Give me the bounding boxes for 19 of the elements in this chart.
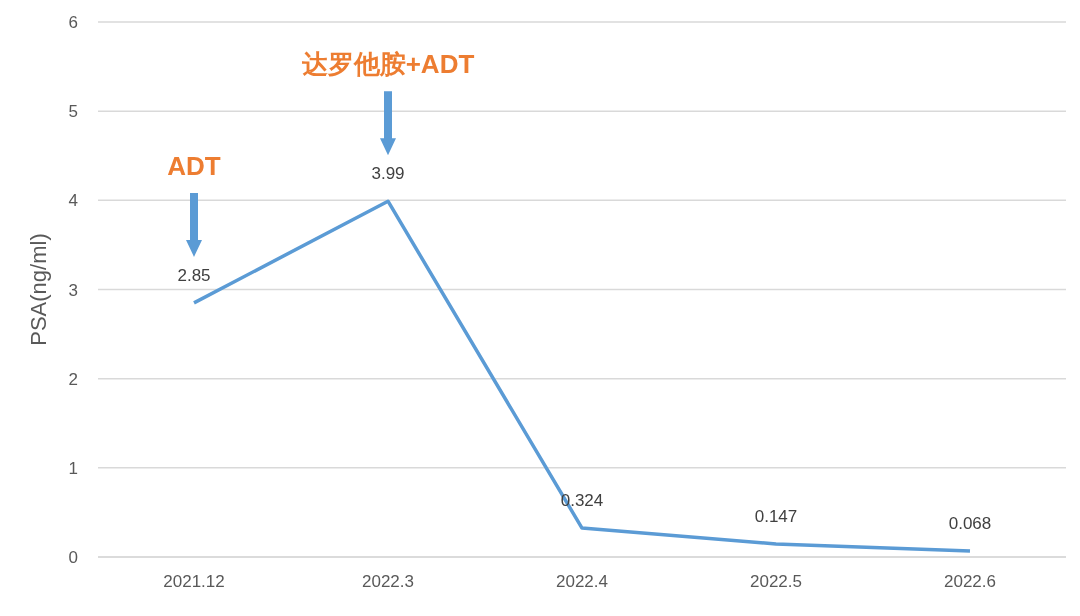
x-tick-label: 2022.4 xyxy=(556,572,608,592)
y-tick-label: 2 xyxy=(68,369,78,389)
y-tick-label: 3 xyxy=(68,280,78,300)
annotation: 达罗他胺+ADT xyxy=(300,49,475,80)
y-tick-label: 6 xyxy=(68,13,78,33)
y-tick-label: 5 xyxy=(68,102,78,122)
x-tick-label: 2021.12 xyxy=(163,572,225,592)
y-tick-label: 1 xyxy=(68,458,78,478)
y-tick-label: 0 xyxy=(68,548,78,568)
annotation: ADT xyxy=(167,150,221,181)
data-label: 0.147 xyxy=(754,506,798,526)
x-tick-label: 2022.3 xyxy=(362,572,414,592)
y-axis-title: PSA(ng/ml) xyxy=(25,233,51,346)
x-tick-label: 2022.5 xyxy=(750,572,802,592)
y-tick-label: 4 xyxy=(68,191,78,211)
data-label: 2.85 xyxy=(177,265,211,285)
data-label: 0.068 xyxy=(948,513,992,533)
data-label: 3.99 xyxy=(371,164,405,184)
x-tick-label: 2022.6 xyxy=(944,572,996,592)
